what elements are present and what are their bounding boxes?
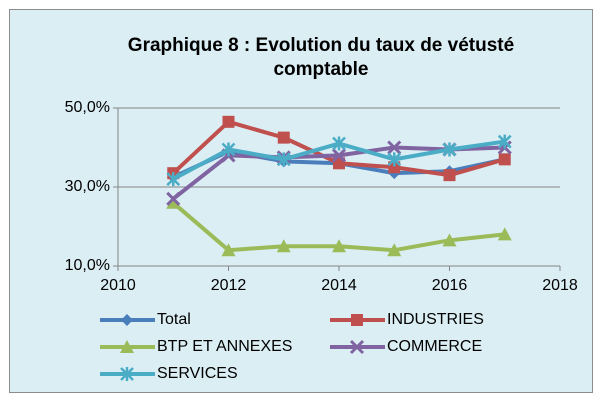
marker: [120, 367, 134, 381]
marker: [166, 191, 181, 206]
legend-label: COMMERCE: [387, 338, 482, 355]
marker: [387, 140, 402, 155]
x-tick-label: 2016: [432, 277, 468, 294]
marker: [442, 142, 457, 157]
chart-title: Graphique 8 : Evolution du taux de vétus…: [127, 35, 515, 80]
y-tick-label: 10,0%: [65, 257, 110, 274]
marker: [166, 172, 181, 187]
marker: [332, 239, 346, 253]
y-tick-label: 50,0%: [65, 99, 110, 116]
chart-background: [9, 9, 593, 393]
legend-label: BTP ET ANNEXES: [157, 338, 292, 355]
x-tick-label: 2018: [542, 277, 578, 294]
marker: [351, 314, 363, 326]
marker: [276, 239, 291, 253]
x-tick-label: 2012: [211, 277, 247, 294]
legend-label: Total: [157, 311, 191, 328]
marker: [387, 152, 402, 167]
marker: [121, 314, 133, 326]
marker: [497, 227, 512, 241]
marker: [120, 340, 134, 353]
marker: [332, 136, 346, 151]
x-tick-label: 2014: [321, 277, 357, 294]
marker: [497, 134, 512, 149]
y-tick-label: 30,0%: [65, 178, 110, 195]
legend-label: SERVICES: [157, 365, 238, 382]
marker: [349, 339, 365, 355]
marker: [388, 161, 401, 174]
marker: [221, 243, 236, 257]
marker: [331, 148, 347, 163]
x-tick-label: 2010: [100, 277, 136, 294]
marker: [221, 142, 236, 157]
marker: [443, 169, 456, 182]
legend-label: INDUSTRIES: [387, 311, 484, 328]
marker: [442, 233, 457, 247]
marker: [276, 152, 291, 167]
marker: [498, 153, 511, 166]
marker: [222, 115, 235, 128]
marker: [387, 243, 402, 257]
marker: [277, 131, 290, 144]
marker: [166, 195, 181, 209]
